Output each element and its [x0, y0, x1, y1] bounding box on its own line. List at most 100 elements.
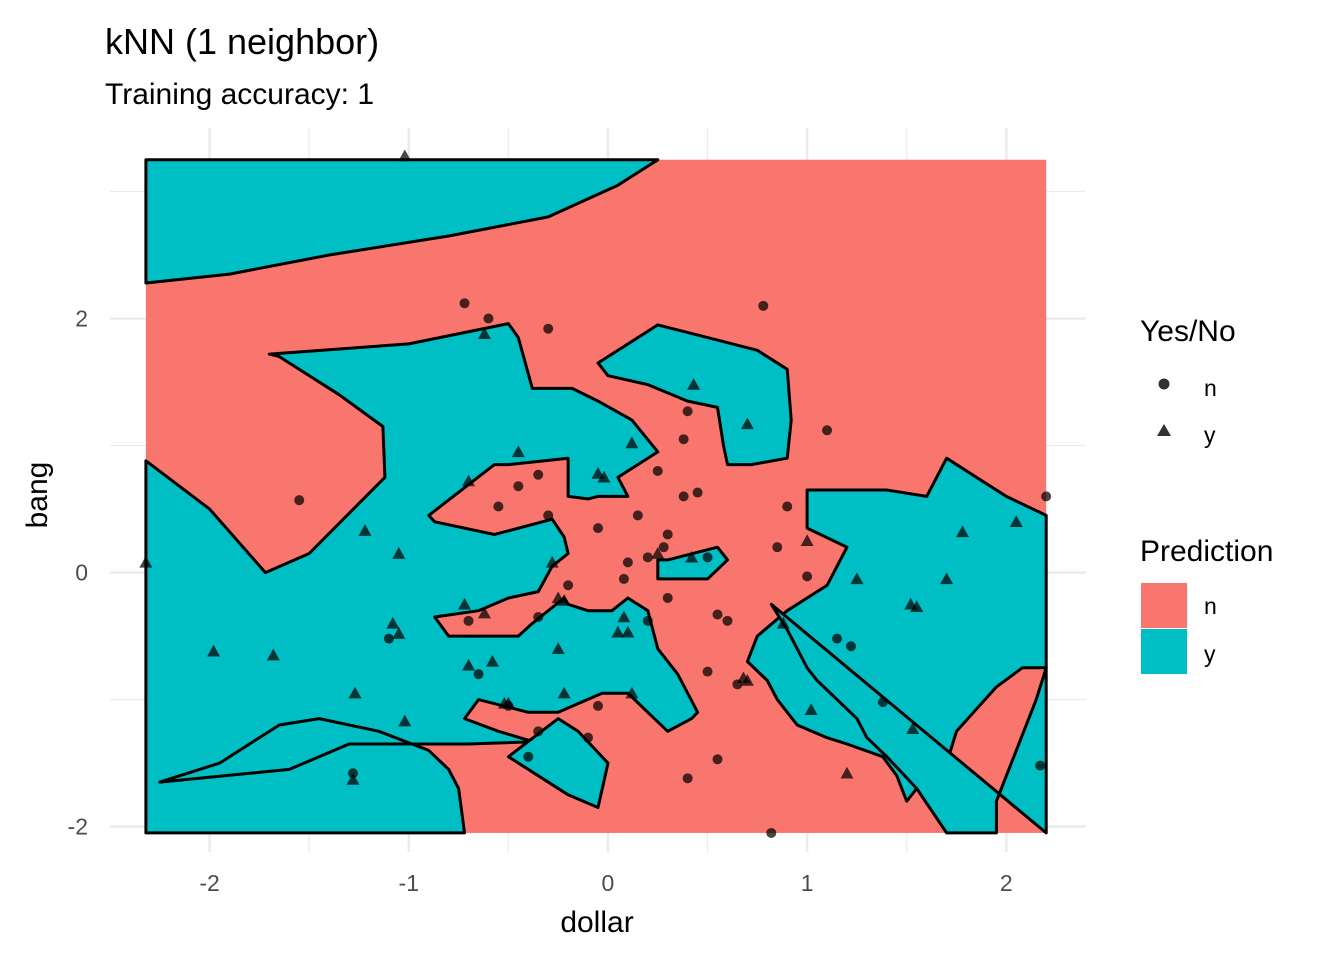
- legend-prediction: Prediction n y: [1140, 535, 1273, 674]
- point-n-20: [662, 529, 673, 540]
- point-y-34: [266, 648, 280, 661]
- legend-label-n-shape: n: [1204, 375, 1217, 401]
- point-n-38: [533, 726, 544, 737]
- point-y-2: [477, 327, 491, 339]
- point-n-19: [632, 510, 643, 521]
- chart-subtitle: Training accuracy: 1: [105, 78, 374, 111]
- x-tick-label: 1: [801, 870, 814, 896]
- x-tick-label: 0: [602, 870, 615, 896]
- point-y-20: [1009, 515, 1023, 527]
- point-n-8: [678, 434, 689, 445]
- point-n-48: [523, 751, 534, 762]
- prediction-regions: [144, 158, 1048, 835]
- legend-yes-no: Yes/No n y: [1140, 315, 1236, 448]
- point-y-48: [840, 766, 854, 779]
- point-y-19: [956, 525, 970, 538]
- point-y-6: [511, 445, 525, 458]
- legend-title-yes-no: Yes/No: [1140, 315, 1236, 348]
- point-n-11: [678, 491, 689, 502]
- point-n-35: [463, 615, 474, 626]
- training-points: [139, 149, 1052, 838]
- point-n-46: [712, 754, 723, 765]
- point-y-17: [850, 572, 864, 585]
- point-y-33: [207, 644, 221, 657]
- point-n-10: [692, 487, 703, 498]
- legend-label-y-fill: y: [1204, 641, 1216, 667]
- x-axis-title: dollar: [560, 906, 633, 939]
- legend-key-circle: [1158, 378, 1170, 390]
- point-y-1: [398, 149, 412, 162]
- point-y-41: [398, 714, 412, 727]
- point-y-13: [545, 555, 559, 568]
- point-n-9: [652, 465, 663, 476]
- point-y-27: [617, 610, 631, 623]
- point-n-17: [543, 510, 554, 521]
- legend-title-prediction: Prediction: [1140, 535, 1273, 568]
- tick-labels: -2 -1 0 1 2 -2 0 2: [68, 306, 1013, 896]
- point-y-14: [651, 547, 665, 559]
- point-y-4: [740, 417, 754, 430]
- point-y-39: [740, 674, 754, 686]
- point-n-24: [642, 552, 653, 563]
- point-n-3: [483, 313, 494, 324]
- legend-key-fill-n: [1141, 583, 1187, 628]
- point-y-9: [597, 470, 611, 483]
- point-n-12: [782, 501, 793, 512]
- point-n-33: [533, 612, 544, 623]
- y-tick-label: 2: [75, 306, 88, 332]
- point-n-26: [772, 542, 783, 553]
- point-n-5: [758, 300, 769, 311]
- decision-region-y-7: [506, 717, 610, 809]
- point-n-22: [622, 557, 633, 568]
- point-n-31: [722, 615, 733, 626]
- point-y-18: [940, 572, 954, 585]
- chart-title: kNN (1 neighbor): [105, 21, 379, 62]
- point-n-36: [473, 669, 484, 680]
- point-n-41: [702, 666, 713, 677]
- point-y-25: [458, 597, 472, 610]
- point-n-50: [766, 827, 777, 838]
- point-n-21: [658, 542, 669, 553]
- point-y-11: [392, 547, 406, 559]
- point-n-15: [513, 481, 524, 492]
- legend-label-y-shape: y: [1204, 422, 1216, 448]
- point-y-30: [386, 616, 400, 629]
- x-tick-label: 2: [1000, 870, 1013, 896]
- point-n-25: [702, 552, 713, 563]
- y-tick-label: 0: [75, 560, 88, 586]
- point-n-39: [593, 700, 603, 711]
- point-n-40: [583, 732, 594, 743]
- point-y-43: [501, 696, 515, 709]
- decision-region-y-2: [144, 322, 700, 835]
- point-n-44: [845, 641, 856, 652]
- point-n-18: [593, 523, 603, 534]
- point-y-47: [906, 722, 920, 734]
- y-axis-title: bang: [21, 462, 54, 529]
- point-n-7: [682, 406, 693, 417]
- point-y-16: [800, 534, 814, 547]
- point-n-45: [877, 697, 888, 708]
- point-n-16: [533, 469, 544, 480]
- point-y-29: [611, 625, 625, 638]
- point-n-27: [802, 571, 813, 582]
- point-n-32: [563, 580, 574, 591]
- point-y-31: [392, 627, 406, 639]
- point-n-51: [1035, 760, 1046, 771]
- point-n-13: [1041, 491, 1052, 502]
- x-tick-label: -2: [199, 870, 219, 896]
- point-y-26: [477, 606, 491, 619]
- point-y-28: [621, 625, 635, 638]
- point-y-44: [557, 686, 571, 699]
- point-y-36: [485, 654, 499, 667]
- point-y-35: [462, 658, 476, 671]
- legend-key-fill-y: [1141, 629, 1187, 674]
- point-n-14: [493, 501, 504, 512]
- x-tick-label: -1: [399, 870, 419, 896]
- point-n-30: [712, 609, 723, 620]
- point-y-7: [462, 474, 476, 487]
- decision-region-y-5: [769, 602, 1048, 835]
- point-y-12: [139, 555, 153, 568]
- decision-region-y-1: [144, 158, 660, 285]
- point-n-4: [543, 323, 554, 334]
